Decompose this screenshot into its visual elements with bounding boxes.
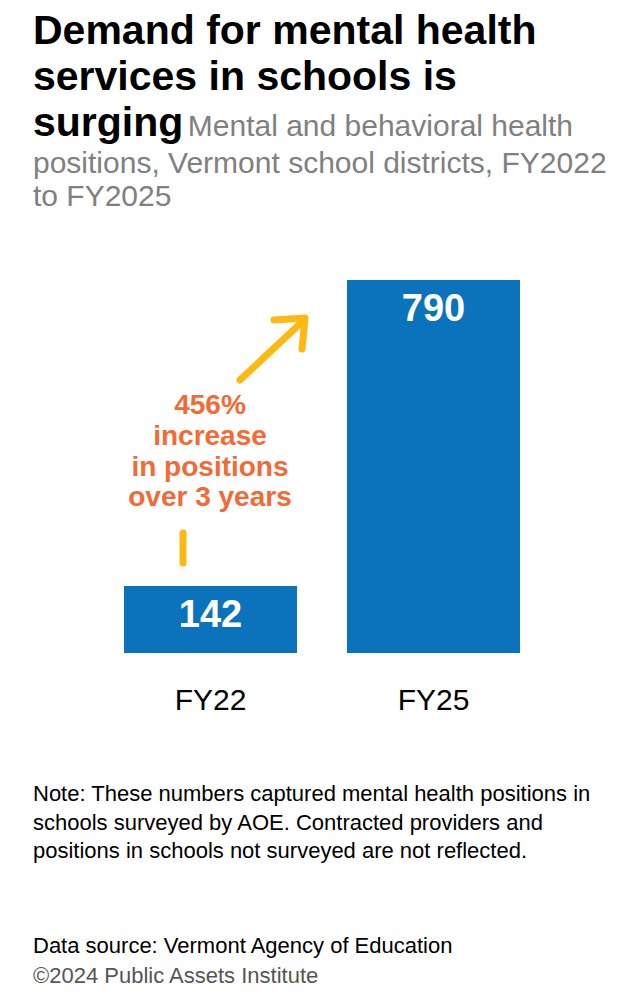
html-text:©2024 Public Assets Institute: ©2024 Public Assets Institute — [33, 963, 319, 988]
svg-text:142: 142 — [179, 593, 242, 635]
svg-text:FY22: FY22 — [175, 683, 247, 716]
html-text:Note: These numbers captured m: Note: These numbers captured mental heal… — [33, 781, 591, 864]
html-text:Data source: Vermont Agency of: Data source: Vermont Agency of Education — [33, 933, 453, 958]
html-text:Demand for mental health servi: Demand for mental health services in sch… — [33, 7, 607, 213]
html-text:456% increase in positions ove: 456% increase in positions over 3 years — [128, 389, 292, 513]
svg-text:FY25: FY25 — [398, 683, 470, 716]
svg-text:790: 790 — [402, 287, 465, 329]
